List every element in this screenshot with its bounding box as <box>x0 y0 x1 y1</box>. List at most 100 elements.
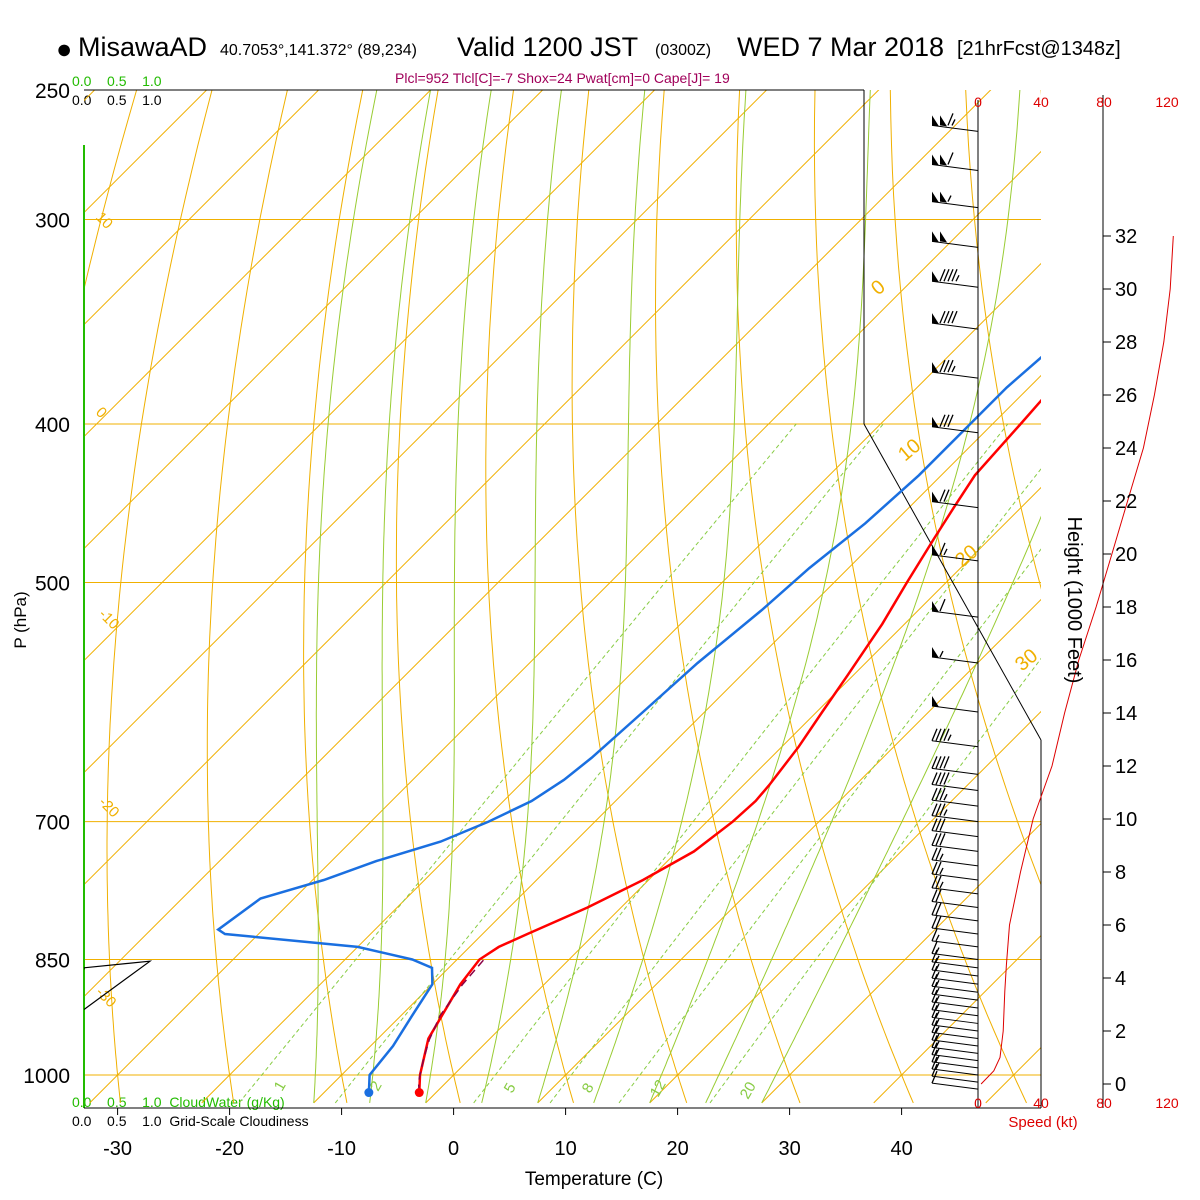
isotherm-line <box>1098 61 1200 1103</box>
wind-barb <box>931 833 979 852</box>
pressure-tick-label: 500 <box>35 573 70 596</box>
dry-adiabat-line <box>106 90 213 1103</box>
surface-dewpoint-marker <box>364 1088 374 1098</box>
temperature-trace <box>418 398 1041 1093</box>
pressure-tick-label: 400 <box>35 414 70 437</box>
dry-adiabat-line <box>1114 61 1200 1103</box>
isotherm-line <box>649 710 1041 1104</box>
wind-barb <box>931 696 979 713</box>
station-name: MisawaAD <box>78 32 208 62</box>
cloudiness-label: Grid-Scale Cloudiness <box>169 1113 309 1129</box>
sounding-traces <box>84 355 1041 1098</box>
pressure-tick-label: 300 <box>35 210 70 233</box>
height-axis-label: Height (1000 Feet) <box>1063 517 1085 684</box>
mixing-ratio-line <box>238 423 797 1104</box>
wind-speed-tick-top: 40 <box>1033 94 1049 110</box>
cloudwater-label: CloudWater (g/Kg) <box>169 1094 285 1110</box>
temperature-tick-label: 20 <box>666 1138 688 1160</box>
dry-adiabat-line <box>206 90 288 1103</box>
wind-barb <box>931 756 979 775</box>
wind-barb <box>931 803 979 823</box>
pressure-tick-label: 1000 <box>23 1065 70 1088</box>
wind-barb <box>931 787 979 807</box>
height-tick-label: 6 <box>1115 915 1126 937</box>
moist-adiabat-line <box>705 90 1021 1104</box>
plot-frame <box>83 89 1042 1109</box>
pressure-tick-label: 700 <box>35 812 70 835</box>
isotherm-line <box>0 61 12 1103</box>
wind-barb <box>931 647 979 664</box>
wind-barb <box>931 1042 979 1062</box>
station-coords: 40.7053°,141.372° (89,234) <box>220 42 417 59</box>
dry-adiabat-line <box>813 90 1027 1104</box>
dewpoint-trace <box>216 355 1041 1093</box>
isotherm-line <box>425 486 1041 1104</box>
wind-speed-tick-bottom: 120 <box>1155 1095 1179 1111</box>
mixing-ratio-line <box>549 468 1041 1104</box>
background-lines <box>0 61 1200 1104</box>
temperature-tick-label: 10 <box>554 1138 576 1160</box>
mixing-ratio-line <box>618 548 1041 1104</box>
wind-panel <box>931 100 1174 1108</box>
pressure-tick-label: 250 <box>35 80 70 103</box>
wind-barb <box>931 231 979 248</box>
wind-barb <box>931 728 979 748</box>
wind-barb <box>931 989 979 1009</box>
dry-adiabat-line <box>571 90 688 1104</box>
wind-speed-tick-bottom: 40 <box>1033 1095 1049 1111</box>
wind-speed-axis-label: Speed (kt) <box>1008 1114 1077 1131</box>
wind-barb <box>931 928 979 948</box>
cloudiness-trace <box>84 960 153 1010</box>
wind-barb <box>931 997 979 1017</box>
dry-adiabat-line <box>395 90 461 1104</box>
station-marker: ● <box>56 34 73 64</box>
wind-barb <box>931 861 979 881</box>
height-tick-label: 2 <box>1115 1021 1126 1043</box>
wind-barb <box>931 1005 979 1024</box>
isotherm-line <box>537 598 1041 1104</box>
height-tick-label: 24 <box>1115 438 1137 460</box>
wind-barb <box>931 542 979 562</box>
cloudwater-scale-top: 0.0 0.5 1.0 <box>72 73 162 89</box>
cloudiness-tick: 0.5 <box>107 1113 127 1129</box>
wind-barb <box>931 414 979 434</box>
height-tick-label: 20 <box>1115 544 1137 566</box>
height-tick-label: 10 <box>1115 809 1137 831</box>
wind-speed-tick-top: 80 <box>1096 94 1112 110</box>
wind-barb <box>931 1070 979 1090</box>
temperature-tick-label: 0 <box>448 1138 459 1160</box>
mixing-ratio-line <box>473 423 1009 1104</box>
dry-adiabat-line <box>485 90 574 1104</box>
isotherm-line <box>985 1046 1041 1104</box>
wind-barb <box>931 1049 979 1069</box>
isotherm-line <box>84 90 656 662</box>
moist-adiabat-line <box>593 90 747 1104</box>
wind-barb <box>931 973 979 993</box>
moist-adiabat-line <box>425 90 492 1103</box>
surface-temperature-marker <box>414 1088 424 1098</box>
isotherm-line <box>313 374 1041 1104</box>
isotherm-label: -30 <box>92 984 119 1011</box>
mixing-ratio-label: 12 <box>647 1077 670 1100</box>
wind-barb <box>931 847 979 867</box>
valid-utc: (0300Z) <box>655 42 712 59</box>
wind-barb <box>931 1035 979 1054</box>
dry-adiabat-label: 30 <box>1011 645 1042 676</box>
height-tick-label: 4 <box>1115 968 1126 990</box>
wind-speed-profile <box>980 235 1174 1085</box>
height-tick-label: 16 <box>1115 650 1137 672</box>
isotherm-line <box>84 90 320 326</box>
height-tick-label: 18 <box>1115 597 1137 619</box>
height-tick-label: 26 <box>1115 385 1137 407</box>
stability-indices: Plcl=952 Tlcl[C]=-7 Shox=24 Pwat[cm]=0 C… <box>395 70 730 86</box>
cloudiness-tick: 0.5 <box>107 92 127 108</box>
cloudwater-tick: 0.0 <box>72 73 92 89</box>
mixing-ratio-label: 8 <box>579 1080 598 1096</box>
dry-adiabat-line <box>735 90 914 1104</box>
temperature-tick-label: -20 <box>215 1138 244 1160</box>
isotherm-line <box>84 90 992 998</box>
cloudwater-tick: 0.0 <box>72 1094 92 1110</box>
mixing-ratio-label: 5 <box>501 1080 520 1096</box>
wind-speed-tick-top: 0 <box>974 94 982 110</box>
